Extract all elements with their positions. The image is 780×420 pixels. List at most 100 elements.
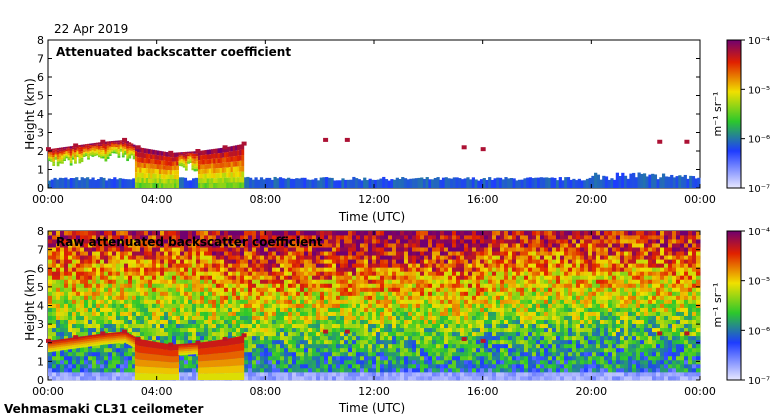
raw-cell: [196, 259, 201, 264]
precip-cell: [184, 161, 188, 164]
precip-cell: [169, 174, 173, 180]
raw-cell: [376, 271, 381, 276]
precip-cell: [111, 145, 114, 148]
precip-cell: [163, 174, 166, 179]
precip-cell: [54, 155, 58, 157]
raw-cell: [272, 339, 277, 345]
raw-cell: [128, 247, 133, 252]
raw-cell: [64, 271, 69, 276]
raw-cell: [144, 299, 149, 304]
raw-cell: [244, 279, 249, 284]
precip-cell: [241, 182, 245, 188]
raw-cell: [248, 331, 253, 337]
raw-cell: [360, 263, 365, 268]
raw-cell: [48, 315, 53, 320]
raw-cell: [396, 231, 401, 236]
raw-cell: [68, 231, 73, 236]
raw-cell: [140, 267, 145, 272]
raw-cell: [300, 299, 305, 304]
precip-cell: [241, 144, 245, 150]
raw-cell: [228, 299, 233, 304]
raw-cell: [336, 375, 341, 381]
raw-cell: [48, 239, 53, 244]
raw-cell: [88, 291, 93, 296]
raw-cell: [144, 307, 149, 312]
raw-cell: [172, 291, 177, 296]
raw-cell: [80, 279, 85, 284]
raw-cell: [124, 239, 129, 244]
raw-cell: [284, 267, 289, 272]
raw-cell: [100, 239, 105, 244]
raw-cell: [220, 287, 225, 292]
raw-cell: [240, 311, 245, 316]
raw-cell: [64, 323, 69, 329]
raw-cell: [140, 291, 145, 296]
raw-cell: [168, 267, 173, 272]
raw-cell: [160, 275, 165, 280]
raw-cell: [324, 235, 329, 240]
raw-cell: [436, 311, 441, 316]
raw-cell: [216, 231, 221, 236]
raw-cell: [368, 259, 373, 264]
raw-cell: [84, 239, 89, 244]
raw-cell: [336, 303, 341, 308]
aerosol-cell: [189, 180, 193, 188]
raw-cell: [96, 371, 101, 377]
raw-cell: [376, 263, 381, 268]
raw-cell: [468, 251, 473, 256]
aerosol-cell: [417, 177, 421, 188]
precip-cell: [71, 147, 75, 150]
precip-cell: [69, 158, 73, 161]
raw-cell: [204, 303, 209, 308]
raw-cell: [292, 295, 297, 300]
raw-cell: [128, 367, 133, 373]
raw-cell: [344, 235, 349, 240]
raw-cell: [372, 239, 377, 244]
raw-cell: [68, 315, 73, 320]
precip-cell: [204, 173, 208, 179]
raw-cell: [128, 299, 133, 304]
raw-cell: [352, 371, 357, 377]
raw-cell: [468, 255, 473, 260]
raw-cell: [452, 259, 457, 264]
raw-cell: [248, 363, 253, 369]
raw-cell: [428, 335, 433, 341]
raw-cell: [368, 275, 373, 280]
raw-cell: [72, 235, 77, 240]
raw-cell: [52, 251, 57, 256]
raw-cell: [304, 355, 309, 361]
raw-cell: [252, 235, 257, 240]
raw-cell: [240, 271, 245, 276]
raw-cell: [128, 311, 133, 316]
raw-cell: [444, 331, 449, 337]
raw-cell: [260, 351, 265, 357]
raw-cell: [88, 327, 93, 333]
raw-cell: [184, 299, 189, 304]
precip-cell: [139, 182, 143, 188]
raw-cell: [340, 371, 345, 377]
raw-cell: [248, 235, 253, 240]
raw-cell: [328, 239, 333, 244]
raw-cell: [332, 251, 337, 256]
raw-cell: [320, 279, 325, 284]
aerosol-cell: [645, 176, 649, 188]
precip-cell: [226, 162, 229, 168]
raw-cell: [464, 231, 469, 236]
precip-cell: [48, 158, 51, 160]
raw-cell: [124, 295, 129, 300]
raw-cell: [324, 299, 329, 304]
raw-cell: [204, 247, 209, 252]
raw-cell: [256, 363, 261, 369]
raw-cell: [196, 311, 201, 316]
raw-cell: [336, 315, 341, 320]
raw-cell: [400, 319, 405, 325]
raw-cell: [296, 299, 301, 304]
raw-cell: [148, 235, 153, 240]
raw-cell: [324, 287, 329, 292]
raw-cell: [372, 343, 377, 349]
raw-cell: [96, 283, 101, 288]
panel-title-top: Attenuated backscatter coefficient: [56, 45, 291, 59]
raw-cell: [200, 271, 205, 276]
raw-cell: [472, 327, 477, 333]
precip-cell: [61, 155, 64, 158]
